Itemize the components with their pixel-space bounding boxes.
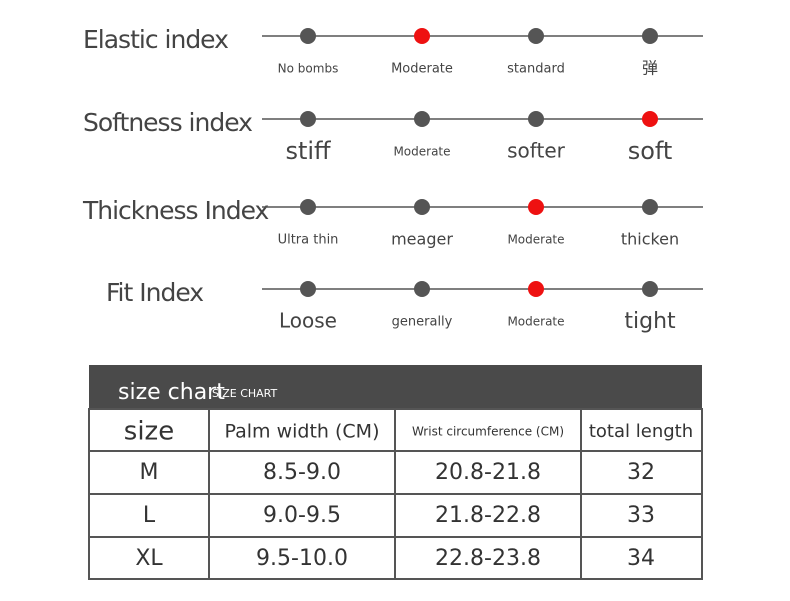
index-dot (300, 199, 316, 215)
index-dot (528, 28, 544, 44)
table-cell: 32 (627, 460, 655, 485)
table-cell: 21.8-22.8 (435, 503, 541, 528)
index-option: meager (391, 230, 453, 249)
table-cell: 34 (627, 546, 655, 571)
index-option: Ultra thin (278, 233, 339, 248)
index-dot (642, 111, 658, 127)
index-dot (642, 28, 658, 44)
index-dot (528, 111, 544, 127)
table-cell: 22.8-23.8 (435, 546, 541, 571)
index-option: standard (507, 62, 565, 77)
index-label: Thickness Index (82, 196, 269, 225)
column-header: Wrist circumference (CM) (412, 425, 564, 439)
table-cell: XL (135, 546, 163, 571)
table-cell: L (143, 503, 156, 528)
table-cell: 33 (627, 503, 655, 528)
table-title: size chart (118, 380, 225, 405)
index-dot (414, 281, 430, 297)
table-cell: 8.5-9.0 (263, 460, 341, 485)
table-cell: 9.0-9.5 (263, 503, 341, 528)
column-header: Palm width (CM) (225, 421, 380, 443)
index-dot (414, 111, 430, 127)
table-cell: 20.8-21.8 (435, 460, 541, 485)
index-option: Moderate (507, 233, 564, 247)
index-option: Moderate (393, 145, 450, 159)
index-option: generally (392, 315, 453, 330)
index-label: Fit Index (106, 278, 203, 307)
index-dot (528, 199, 544, 215)
index-dot (300, 111, 316, 127)
index-label: Elastic index (83, 25, 228, 54)
index-option: soft (628, 137, 673, 165)
table-subtitle: SIZE CHART (212, 387, 278, 400)
table-cell: M (140, 460, 159, 485)
index-dot (528, 281, 544, 297)
table-header-band (89, 365, 702, 409)
table-cell: 9.5-10.0 (256, 546, 348, 571)
index-option: stiff (285, 137, 331, 165)
index-option: thicken (621, 230, 679, 249)
index-option: Loose (279, 309, 337, 333)
table-grid (88, 408, 703, 580)
index-dot (300, 281, 316, 297)
index-dot (642, 281, 658, 297)
column-header: total length (589, 421, 693, 442)
index-option: softer (507, 139, 565, 163)
index-dot (414, 199, 430, 215)
index-option: Moderate (391, 62, 453, 77)
index-label: Softness index (83, 108, 252, 137)
index-dot (300, 28, 316, 44)
index-option: tight (624, 309, 676, 334)
index-dot (642, 199, 658, 215)
column-header: size (124, 417, 174, 447)
index-option: Moderate (507, 315, 564, 329)
index-option: No bombs (278, 62, 339, 76)
index-option: 弹 (642, 59, 658, 78)
index-dot (414, 28, 430, 44)
